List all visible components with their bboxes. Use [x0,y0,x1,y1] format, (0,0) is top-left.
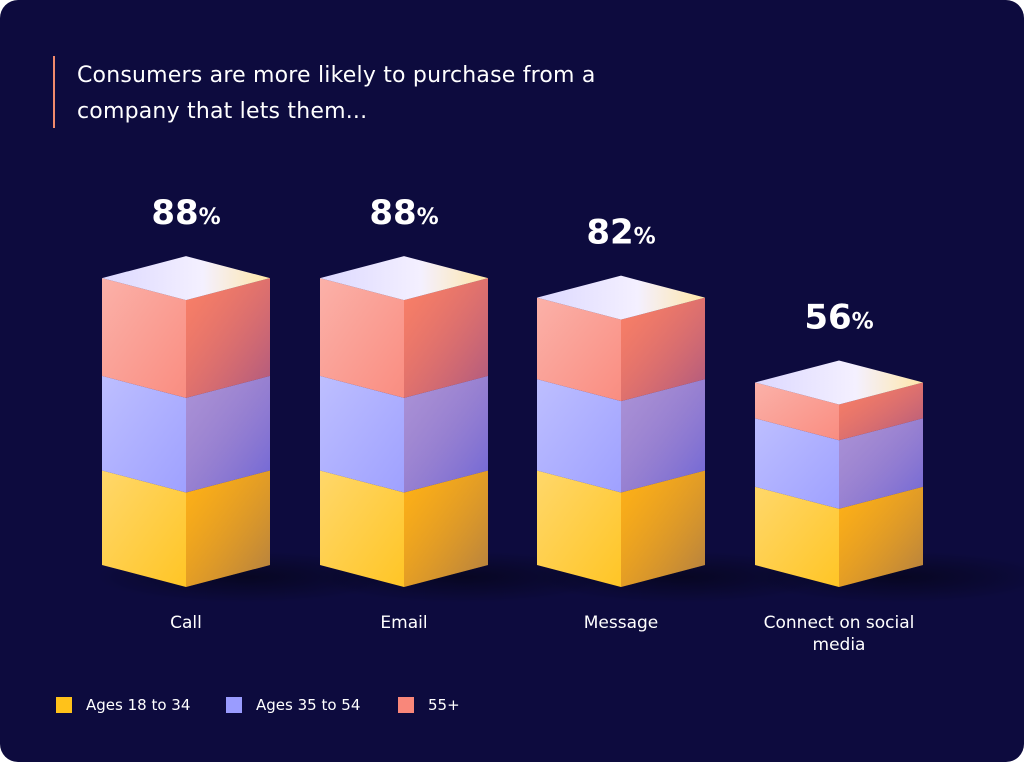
bar-top [755,360,923,405]
total-label: 88% [369,193,438,233]
bar-segment [102,470,270,587]
bar-top [102,256,270,301]
bar-segment [320,278,488,398]
x-tick-label: Email [380,613,428,633]
bar-segment [755,382,923,441]
x-tick-label: Message [583,613,659,633]
legend-swatch [56,697,72,713]
segment-left-shade [102,375,186,493]
segment-left-shade [537,379,621,493]
x-tick-label: Connect on social media [763,613,915,655]
segment-left-shade [320,278,404,398]
legend-label: Ages 35 to 54 [256,696,361,714]
total-label: 56% [804,297,873,337]
segment-left-shade [320,375,404,493]
accent-line [53,56,55,128]
segment-left-shade [320,470,404,587]
total-label: 82% [586,213,655,253]
bar-segment [320,470,488,587]
legend-label: 55+ [428,696,460,714]
segment-right-shade [186,470,270,587]
segment-left-shade [537,297,621,402]
segment-right-shade [839,418,923,509]
legend-swatch [398,697,414,713]
legend-item: 55+ [398,695,460,715]
segment-right-shade [839,382,923,441]
segment-left-shade [537,470,621,587]
legend-item: Ages 18 to 34 [56,695,190,715]
bar-segment [755,486,923,587]
segment-right-shade [404,470,488,587]
segment-right-shade [186,278,270,398]
bar-segment [102,375,270,493]
bar-segment [320,375,488,493]
legend-item: Ages 35 to 54 [226,695,360,715]
bar-segment [537,297,705,402]
bar-segment [537,470,705,587]
segment-right-shade [621,470,705,587]
segment-right-shade [621,297,705,402]
segment-left-shade [102,278,186,398]
segment-left-shade [755,382,839,441]
segment-right-shade [186,375,270,493]
segment-right-shade [404,278,488,398]
segment-left-shade [755,418,839,509]
x-tick-label: Call [170,613,202,633]
segment-left-shade [755,486,839,587]
bar-top [537,275,705,320]
legend-label: Ages 18 to 34 [86,696,191,714]
bar-segment [755,418,923,509]
bar-top [320,256,488,301]
chart-title: Consumers are more likely to purchase fr… [77,63,596,124]
bar-segment [537,379,705,493]
total-label: 88% [151,193,220,233]
segment-right-shade [839,486,923,587]
segment-left-shade [102,470,186,587]
segment-right-shade [621,379,705,493]
segment-right-shade [404,375,488,493]
bar-segment [102,278,270,398]
legend-swatch [226,697,242,713]
